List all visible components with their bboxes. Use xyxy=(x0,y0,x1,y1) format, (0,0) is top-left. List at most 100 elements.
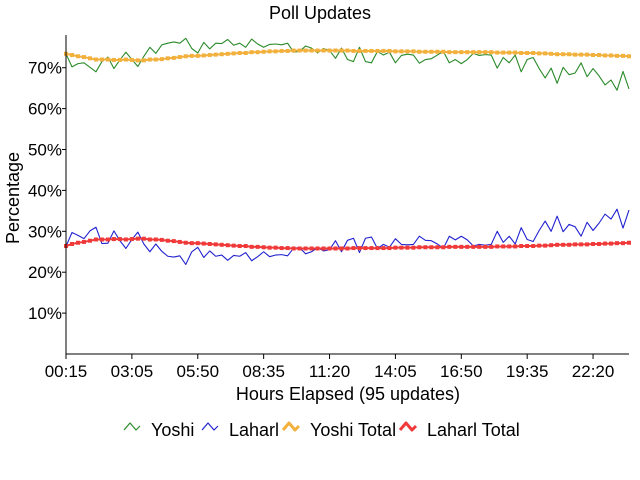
data-point xyxy=(111,237,116,242)
legend-label: Laharl xyxy=(229,420,279,440)
data-point xyxy=(135,236,140,241)
data-point xyxy=(69,241,74,246)
legend-swatch xyxy=(201,422,219,431)
data-point xyxy=(327,246,332,251)
data-point xyxy=(87,56,92,61)
data-point xyxy=(423,49,428,54)
data-point xyxy=(297,48,302,53)
data-point xyxy=(531,244,536,249)
data-point xyxy=(111,57,116,62)
data-point xyxy=(621,241,626,246)
data-point xyxy=(555,242,560,247)
data-point xyxy=(159,237,164,242)
data-point xyxy=(351,48,356,53)
data-point xyxy=(153,57,158,62)
data-point xyxy=(75,240,80,245)
data-point xyxy=(465,50,470,55)
data-point xyxy=(429,49,434,54)
data-point xyxy=(255,244,260,249)
data-point xyxy=(189,53,194,58)
data-point xyxy=(477,50,482,55)
data-point xyxy=(207,241,212,246)
data-point xyxy=(597,53,602,58)
data-point xyxy=(375,48,380,53)
data-point xyxy=(441,245,446,250)
data-point xyxy=(141,58,146,63)
data-point xyxy=(405,49,410,54)
y-axis-title: Percentage xyxy=(3,152,23,244)
data-point xyxy=(105,237,110,242)
data-point xyxy=(219,52,224,57)
series-laharl xyxy=(65,208,630,265)
data-point xyxy=(621,53,626,58)
data-point xyxy=(345,48,350,53)
y-tick-label: 60% xyxy=(28,100,62,119)
data-point xyxy=(201,241,206,246)
data-point xyxy=(573,52,578,57)
data-point xyxy=(471,244,476,249)
data-point xyxy=(567,52,572,57)
x-tick-label: 05:50 xyxy=(176,362,219,381)
data-point xyxy=(225,243,230,248)
data-point xyxy=(183,54,188,59)
data-point xyxy=(159,57,164,62)
data-point xyxy=(411,245,416,250)
series-line xyxy=(65,37,630,91)
data-point xyxy=(573,242,578,247)
data-point xyxy=(489,50,494,55)
data-point xyxy=(321,246,326,251)
data-point xyxy=(609,241,614,246)
data-point xyxy=(591,53,596,58)
chart-title: Poll Updates xyxy=(269,3,371,23)
legend-item: Laharl xyxy=(201,420,279,440)
data-point xyxy=(303,246,308,251)
data-point xyxy=(405,245,410,250)
data-point xyxy=(93,57,98,62)
x-tick-label: 08:35 xyxy=(242,362,285,381)
x-tick-label: 22:20 xyxy=(572,362,615,381)
data-point xyxy=(177,239,182,244)
data-point xyxy=(117,237,122,242)
data-point xyxy=(117,57,122,62)
data-point xyxy=(435,245,440,250)
data-point xyxy=(459,50,464,55)
data-point xyxy=(579,242,584,247)
data-point xyxy=(345,246,350,251)
data-point xyxy=(249,244,254,249)
data-point xyxy=(447,244,452,249)
data-point xyxy=(261,245,266,250)
data-point xyxy=(165,238,170,243)
data-point xyxy=(603,53,608,58)
data-point xyxy=(615,241,620,246)
series-yoshi-total xyxy=(64,48,631,63)
data-point xyxy=(249,50,254,55)
data-point xyxy=(381,48,386,53)
data-point xyxy=(267,49,272,54)
legend-item: Yoshi Total xyxy=(281,420,396,440)
data-point xyxy=(231,51,236,56)
data-point xyxy=(375,246,380,251)
data-point xyxy=(609,53,614,58)
y-tick-label: 10% xyxy=(28,304,62,323)
data-point xyxy=(555,52,560,57)
data-point xyxy=(447,50,452,55)
data-point xyxy=(147,57,152,62)
data-point xyxy=(453,244,458,249)
data-point xyxy=(363,246,368,251)
data-point xyxy=(483,50,488,55)
data-point xyxy=(279,48,284,53)
data-point xyxy=(177,55,182,60)
data-point xyxy=(291,246,296,251)
x-tick-label: 19:35 xyxy=(506,362,549,381)
series-line xyxy=(65,208,630,265)
x-axis-title: Hours Elapsed (95 updates) xyxy=(236,384,460,404)
legend-label: Yoshi Total xyxy=(310,420,396,440)
data-point xyxy=(561,242,566,247)
data-point xyxy=(369,246,374,251)
series-layer xyxy=(64,37,631,265)
data-point xyxy=(279,246,284,251)
data-point xyxy=(135,58,140,63)
data-point xyxy=(501,244,506,249)
y-tick-label: 30% xyxy=(28,222,62,241)
data-point xyxy=(483,244,488,249)
